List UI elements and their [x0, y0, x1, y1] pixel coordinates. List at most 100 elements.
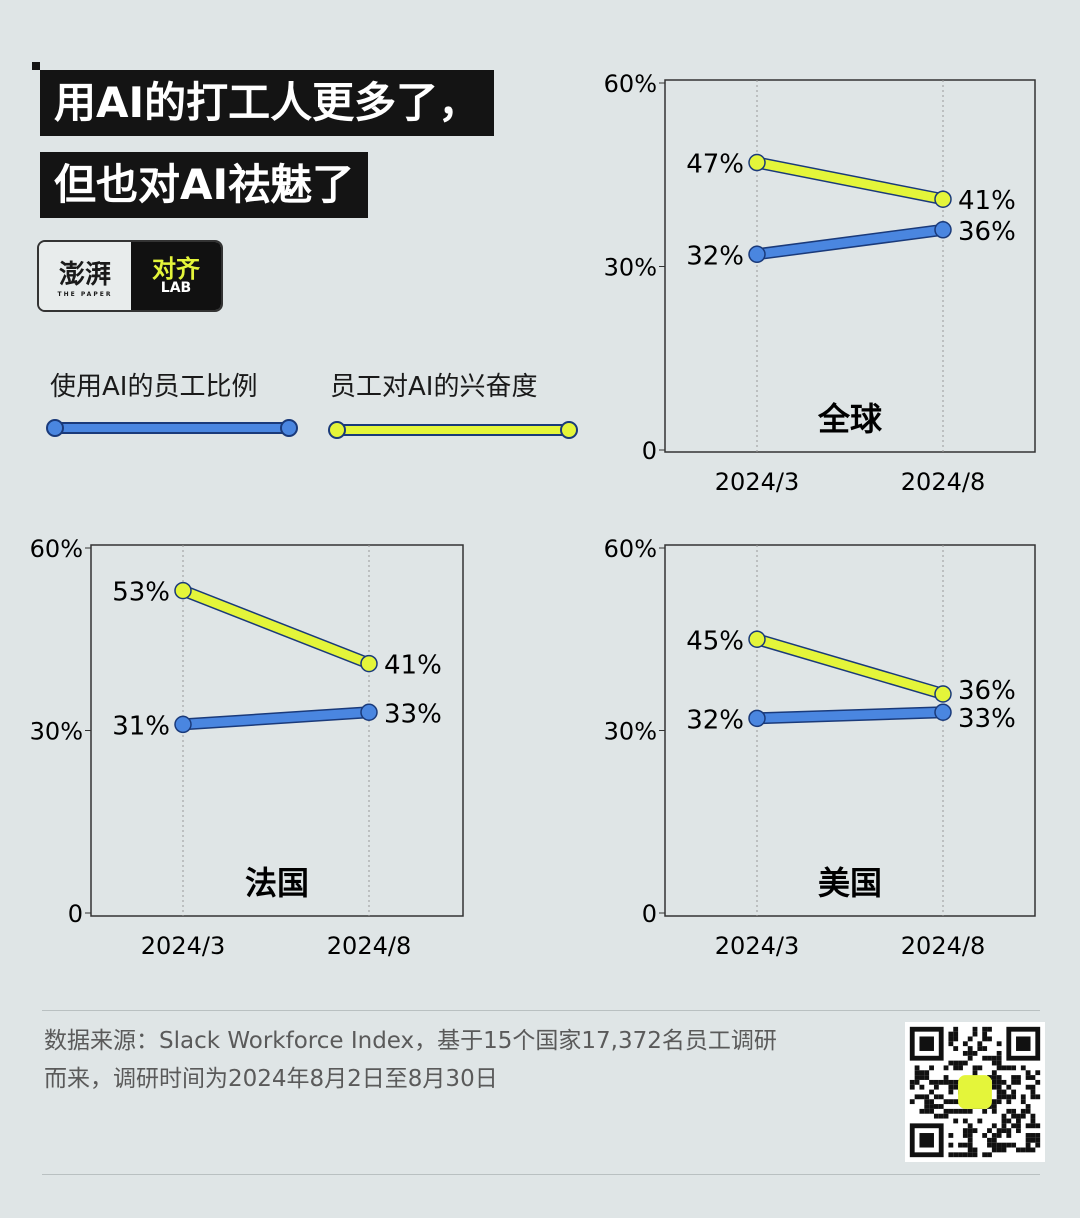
qr-module: [987, 1026, 992, 1032]
qr-module: [996, 1084, 1002, 1090]
qr-module: [924, 1070, 930, 1076]
qr-module: [948, 1152, 954, 1158]
logo-left-sub: THE PAPER: [57, 291, 113, 298]
logo-right-text: 对齐: [152, 255, 200, 283]
qr-module: [914, 1070, 920, 1076]
qr-module: [929, 1108, 934, 1114]
qr-module: [914, 1094, 920, 1100]
qr-module: [977, 1041, 983, 1047]
qr-module: [967, 1036, 973, 1042]
qr-module: [933, 1113, 939, 1119]
qr-module: [967, 1142, 973, 1148]
qr-module: [1030, 1089, 1036, 1095]
qr-module: [1035, 1142, 1041, 1148]
qr-module: [982, 1108, 988, 1114]
qr-module: [962, 1133, 968, 1138]
data-label: 41%: [958, 186, 1016, 216]
qr-module: [953, 1031, 959, 1037]
qr-module: [933, 1084, 939, 1090]
qr-module: [967, 1050, 973, 1056]
qr-finder: [1006, 1026, 1041, 1061]
qr-module: [996, 1060, 1002, 1066]
qr-module: [1006, 1133, 1012, 1138]
qr-module: [991, 1147, 997, 1153]
data-label: 45%: [686, 626, 744, 656]
data-point: [360, 703, 378, 721]
qr-module: [982, 1152, 988, 1158]
qr-module: [943, 1113, 949, 1119]
qr-module: [958, 1142, 963, 1148]
qr-module: [991, 1075, 997, 1080]
y-tick-label: 0: [642, 900, 657, 928]
qr-module: [1025, 1147, 1031, 1153]
qr-module: [914, 1065, 920, 1071]
qr-module: [972, 1152, 978, 1158]
data-point: [748, 245, 766, 264]
qr-module: [1035, 1079, 1041, 1085]
data-point: [934, 221, 952, 239]
qr-module: [953, 1118, 959, 1124]
qr-module: [1006, 1142, 1012, 1148]
qr-module: [967, 1147, 973, 1153]
x-tick-label: 2024/8: [327, 932, 411, 960]
qr-module: [1025, 1075, 1031, 1080]
series-line: [752, 634, 948, 699]
qr-module: [977, 1118, 983, 1124]
qr-module: [1011, 1123, 1017, 1129]
qr-module: [929, 1104, 934, 1109]
x-tick-label: 2024/3: [141, 932, 225, 960]
qr-module: [924, 1094, 930, 1100]
qr-module: [958, 1152, 963, 1158]
y-tick-label: 0: [642, 437, 657, 465]
source-line-2: 而来，调研时间为2024年8月2日至8月30日: [44, 1066, 498, 1092]
qr-module: [996, 1055, 1002, 1061]
qr-module: [929, 1079, 934, 1085]
chart-title: 法国: [245, 864, 309, 902]
data-label: 41%: [384, 651, 442, 681]
qr-code: [905, 1022, 1045, 1162]
qr-module: [1025, 1084, 1031, 1090]
qr-module: [967, 1133, 973, 1138]
qr-module: [996, 1079, 1002, 1085]
qr-module: [914, 1075, 920, 1080]
y-tick-label: 30%: [604, 254, 657, 282]
qr-module: [982, 1036, 988, 1042]
qr-module: [967, 1046, 973, 1051]
qr-module: [1011, 1089, 1017, 1095]
qr-module: [943, 1108, 949, 1114]
data-label: 36%: [958, 217, 1016, 247]
qr-module: [953, 1108, 959, 1114]
qr-module: [1016, 1128, 1021, 1134]
chart-2: 0 30% 60% 2024/3 2024/8 美国 32% 33% 45% 36%: [604, 535, 1036, 960]
qr-module: [962, 1118, 968, 1124]
legend-dot: [328, 421, 346, 439]
qr-module: [948, 1079, 954, 1085]
qr-module: [987, 1137, 992, 1143]
decor-square: [32, 62, 40, 70]
qr-module: [1030, 1123, 1036, 1129]
qr-module: [958, 1108, 963, 1114]
chart-title: 美国: [818, 864, 882, 902]
qr-module: [1016, 1147, 1021, 1153]
qr-module: [938, 1113, 944, 1119]
qr-module: [996, 1050, 1002, 1056]
qr-module: [991, 1060, 997, 1066]
qr-module: [982, 1046, 988, 1051]
data-label: 32%: [686, 241, 744, 271]
qr-module: [1001, 1113, 1007, 1119]
qr-module: [953, 1026, 959, 1032]
qr-module: [924, 1104, 930, 1109]
qr-module: [1020, 1108, 1026, 1114]
data-point: [934, 685, 952, 703]
legend-dot: [46, 419, 64, 437]
qr-module: [1011, 1094, 1017, 1100]
qr-module: [948, 1099, 954, 1105]
qr-module: [948, 1036, 954, 1042]
qr-module: [953, 1060, 959, 1066]
qr-module: [1025, 1133, 1031, 1138]
qr-module: [909, 1084, 915, 1090]
qr-module: [977, 1046, 983, 1051]
qr-module: [958, 1065, 963, 1071]
qr-module: [991, 1079, 997, 1085]
